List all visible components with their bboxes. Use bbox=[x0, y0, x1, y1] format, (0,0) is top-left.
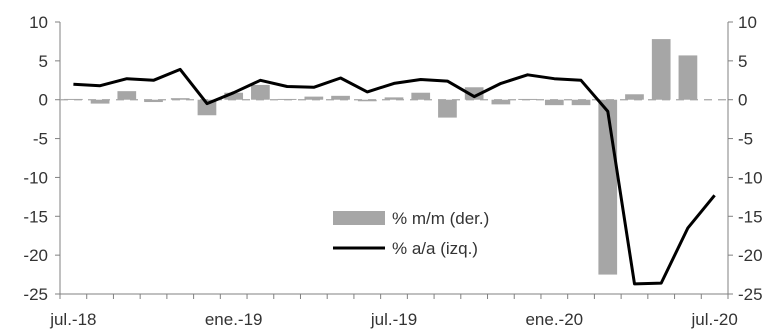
legend-label-m-m: % m/m (der.) bbox=[392, 209, 489, 228]
x-tick-label: jul.-18 bbox=[49, 310, 96, 329]
x-tick-label: ene.-20 bbox=[525, 310, 583, 329]
y-left-tick-label: -25 bbox=[23, 285, 48, 304]
y-left-tick-label: 5 bbox=[39, 52, 48, 71]
bar-mark bbox=[438, 99, 457, 118]
y-axis-left: 10 5 0 -5 -10 -15 -20 -25 bbox=[23, 13, 61, 304]
legend-label-a-a: % a/a (izq.) bbox=[392, 239, 478, 258]
y-left-tick-label: -10 bbox=[23, 168, 48, 187]
bar-mark bbox=[331, 95, 350, 100]
bar-mark bbox=[224, 92, 244, 100]
line-series-a-a bbox=[73, 67, 716, 286]
bar-mark bbox=[544, 99, 564, 106]
y-left-tick-label: 10 bbox=[29, 13, 48, 32]
legend: % m/m (der.) % a/a (izq.) bbox=[333, 209, 489, 258]
y-right-tick-label: -5 bbox=[738, 130, 753, 149]
bar-mark bbox=[304, 96, 324, 100]
bar-mark bbox=[491, 99, 511, 105]
x-tick-label: jul.-20 bbox=[690, 310, 737, 329]
bar-mark bbox=[464, 87, 484, 100]
y-right-tick-label: 5 bbox=[738, 52, 747, 71]
y-right-tick-label: -25 bbox=[738, 285, 763, 304]
y-right-tick-label: 10 bbox=[738, 13, 757, 32]
bar-mark bbox=[598, 99, 618, 275]
y-left-tick-label: -15 bbox=[23, 207, 48, 226]
line-path bbox=[73, 67, 716, 286]
bar-mark bbox=[411, 92, 431, 100]
y-left-tick-label: 0 bbox=[39, 91, 48, 110]
bar-mark bbox=[571, 99, 591, 106]
bar-mark bbox=[357, 99, 377, 102]
y-left-tick-label: -5 bbox=[33, 130, 48, 149]
bar-mark bbox=[144, 99, 163, 103]
bar-mark bbox=[117, 91, 137, 100]
legend-swatch-m-m bbox=[333, 211, 385, 225]
y-left-tick-label: -20 bbox=[23, 246, 48, 265]
y-right-tick-label: -20 bbox=[738, 246, 763, 265]
bar-mark bbox=[678, 55, 698, 100]
bar-mark bbox=[651, 39, 671, 100]
y-right-tick-label: -10 bbox=[738, 168, 763, 187]
y-right-tick-label: -15 bbox=[738, 207, 763, 226]
y-right-tick-label: 0 bbox=[738, 91, 747, 110]
bar-mark bbox=[277, 98, 297, 100]
bar-mark bbox=[251, 84, 270, 100]
bar-mark bbox=[384, 97, 404, 100]
bar-mark bbox=[170, 98, 190, 100]
bar-mark bbox=[90, 99, 110, 104]
bar-mark bbox=[197, 99, 217, 116]
x-tick-label: jul.-19 bbox=[370, 310, 417, 329]
x-tick-label: ene.-19 bbox=[205, 310, 263, 329]
bar-mark bbox=[625, 94, 644, 100]
bar-mark bbox=[518, 98, 537, 100]
x-axis: jul.-18 ene.-19 jul.-19 ene.-20 jul.-20 bbox=[49, 293, 738, 329]
y-axis-right: 10 5 0 -5 -10 -15 -20 -25 bbox=[727, 13, 763, 304]
bar-series-m-m bbox=[64, 39, 698, 275]
bar-mark bbox=[64, 98, 83, 100]
